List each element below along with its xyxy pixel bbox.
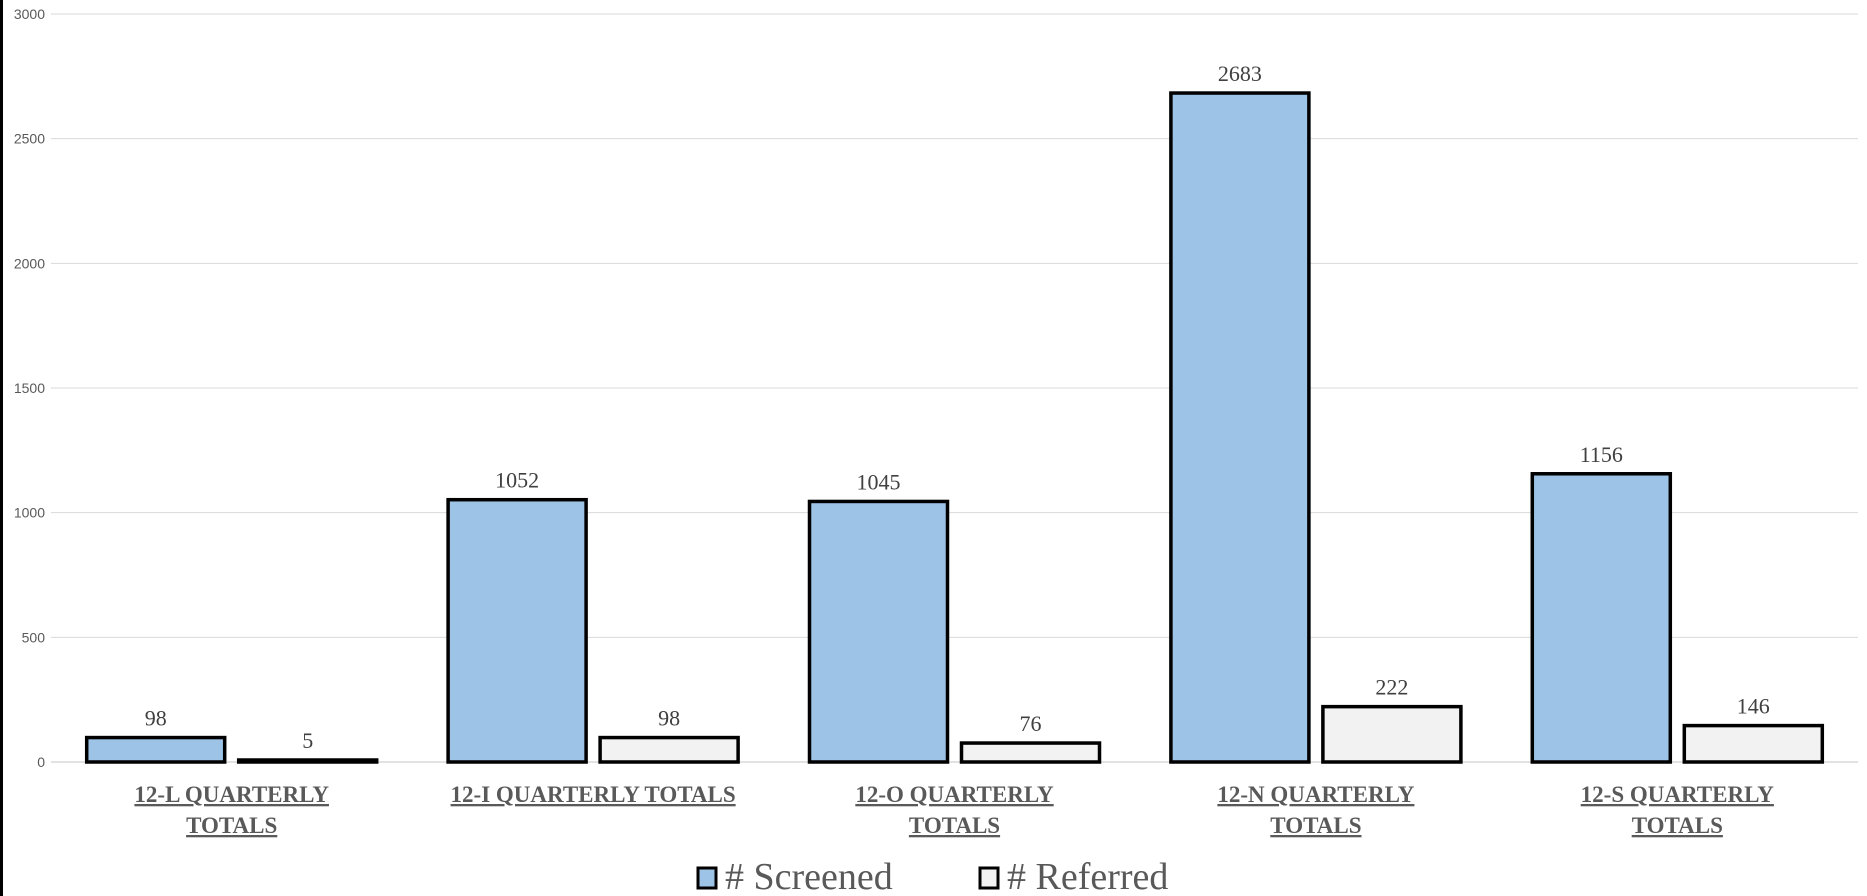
legend-item-referred: # Referred (980, 856, 1168, 896)
data-label: 5 (302, 728, 313, 753)
data-label: 1052 (495, 468, 539, 493)
legend-label: # Referred (1007, 856, 1168, 896)
legend-swatch (698, 868, 716, 888)
y-tick-label: 0 (37, 754, 45, 770)
legend: # Screened # Referred (698, 856, 1168, 896)
data-labels: 98 5 1052 98 1045 76 2683 222 1156 146 (145, 61, 1770, 753)
category-label: 12-N QUARTERLY (1217, 782, 1414, 807)
bar-screened (448, 500, 586, 762)
data-label: 76 (1020, 711, 1042, 736)
bar-referred (239, 760, 377, 762)
legend-label: # Screened (725, 856, 893, 896)
bar-referred (1323, 707, 1461, 762)
category-label: 12-S QUARTERLY (1581, 782, 1775, 807)
data-label: 98 (145, 706, 167, 731)
data-label: 98 (658, 706, 680, 731)
bar-screened (1532, 474, 1670, 762)
data-label: 1045 (857, 469, 901, 494)
y-tick-label: 500 (22, 629, 46, 645)
y-tick-label: 1000 (14, 505, 45, 521)
bar-referred (1684, 726, 1822, 762)
bars (87, 93, 1823, 762)
category-label: TOTALS (1270, 813, 1361, 838)
y-tick-label: 3000 (14, 6, 45, 22)
data-label: 1156 (1580, 442, 1623, 467)
data-label: 146 (1737, 694, 1770, 719)
y-axis-tick-labels: 0 500 1000 1500 2000 2500 3000 (14, 6, 45, 770)
x-axis-category-labels: 12-L QUARTERLY TOTALS 12-I QUARTERLY TOTAL… (134, 782, 1774, 838)
legend-swatch (980, 868, 998, 888)
y-tick-label: 2500 (14, 131, 45, 147)
data-label: 222 (1375, 675, 1408, 700)
legend-item-screened: # Screened (698, 856, 893, 896)
y-tick-label: 1500 (14, 380, 45, 396)
data-label: 2683 (1218, 61, 1262, 86)
bar-referred (600, 738, 738, 762)
category-label: 12-L QUARTERLY (134, 782, 329, 807)
bar-screened (87, 738, 225, 762)
category-label: TOTALS (186, 813, 277, 838)
y-tick-label: 2000 (14, 255, 45, 271)
category-label: 12-I QUARTERLY TOTALS (451, 782, 736, 807)
bar-screened (810, 501, 948, 762)
bar-referred (962, 743, 1100, 762)
category-label: TOTALS (909, 813, 1000, 838)
category-label: TOTALS (1632, 813, 1723, 838)
category-label: 12-O QUARTERLY (855, 782, 1054, 807)
bar-screened (1171, 93, 1309, 762)
